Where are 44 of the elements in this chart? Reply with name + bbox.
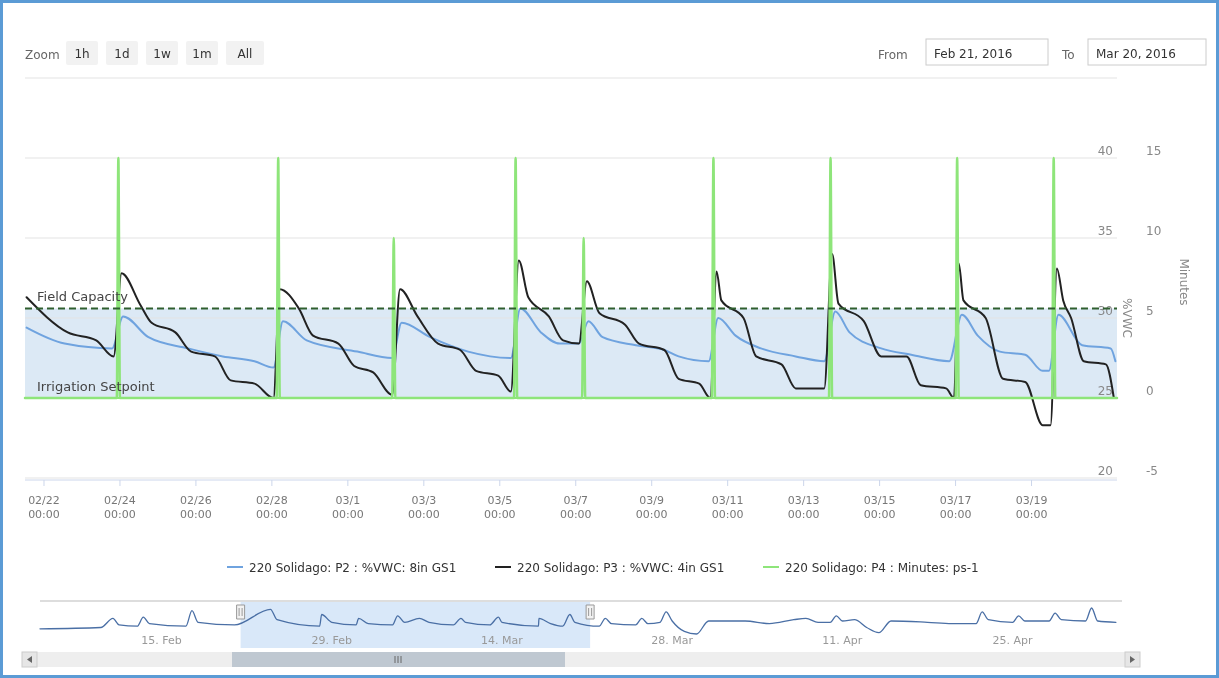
text: From: [878, 48, 908, 62]
x-tick-label: 03/17 00:00: [939, 494, 972, 521]
text: Zoom: [25, 48, 60, 62]
x-tick-label: 03/5 00:00: [483, 494, 516, 521]
y2-axis-title: Minutes: [1177, 258, 1191, 306]
text: Mar 20, 2016: [1096, 47, 1176, 61]
x-tick-label: 03/13 00:00: [787, 494, 820, 521]
x-tick-label: 03/3 00:00: [407, 494, 440, 521]
x-tick-label: 02/28 00:00: [256, 494, 288, 521]
x-tick-label: 25. Apr: [992, 634, 1034, 647]
text: 1h: [74, 47, 90, 61]
x-tick-label: 02/26 00:00: [180, 494, 212, 521]
y-tick-label: 35: [1097, 224, 1113, 238]
x-tick-label: 14. Mar: [481, 634, 524, 647]
x-tick-label: 15. Feb: [141, 634, 182, 647]
text: 1d: [114, 47, 130, 61]
x-tick-label: 03/1 00:00: [332, 494, 364, 521]
text: All: [237, 47, 253, 61]
y2-tick-label: 15: [1146, 144, 1162, 158]
x-tick-label: 29. Feb: [311, 634, 353, 647]
legend-label: 220 Solidago: P4 : Minutes: ps-1: [785, 561, 979, 575]
x-tick-label: 28. Mar: [651, 634, 694, 647]
text: Feb 21, 2016: [934, 47, 1013, 61]
x-tick-label: 02/24 00:00: [104, 494, 136, 521]
legend-label: 220 Solidago: P2 : %VWC: 8in GS1: [249, 561, 457, 575]
y2-tick-label: 0: [1146, 384, 1154, 398]
y-tick-label: 40: [1097, 144, 1113, 158]
y2-tick-label: -5: [1146, 464, 1158, 478]
x-tick-label: 03/15 00:00: [863, 494, 896, 521]
y-axis-title: %VWC: [1120, 298, 1134, 338]
x-tick-label: 03/11 00:00: [711, 494, 744, 521]
text: To: [1061, 48, 1075, 62]
y2-tick-label: 10: [1146, 224, 1162, 238]
y-tick-label: 25: [1097, 384, 1113, 398]
x-tick-label: 03/9 00:00: [635, 494, 668, 521]
legend-label: 220 Solidago: P3 : %VWC: 4in GS1: [517, 561, 725, 575]
x-tick-label: 03/7 00:00: [559, 494, 592, 521]
text: 1w: [153, 47, 171, 61]
x-tick-label: 11. Apr: [822, 634, 863, 647]
y2-tick-label: 5: [1146, 304, 1154, 318]
x-tick-label: 02/22 00:00: [28, 494, 60, 521]
x-tick-label: 03/19 00:00: [1015, 494, 1048, 521]
y-tick-label: 20: [1097, 464, 1113, 478]
text: 1m: [192, 47, 212, 61]
